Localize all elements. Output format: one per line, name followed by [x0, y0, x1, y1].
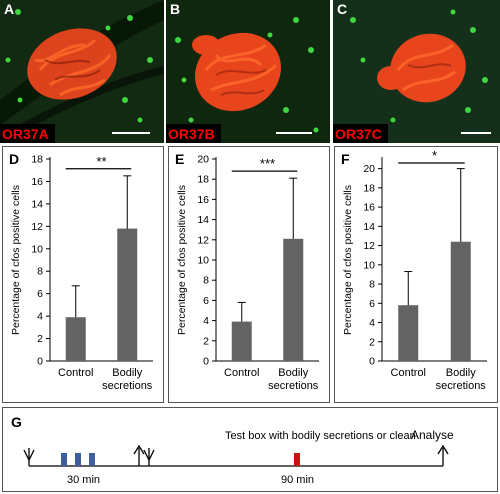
micrograph-label-c: OR37C	[333, 124, 388, 143]
bar-1	[117, 228, 138, 361]
bar-chart-f: Percentage of cfos positive cells 0 2 4 6 8 10…	[342, 148, 487, 392]
panel-letter-f: F	[341, 151, 350, 167]
x-category-label: Control	[224, 367, 259, 379]
panel-letter-e: E	[175, 151, 185, 167]
y-tick-label: 12	[363, 240, 375, 252]
y-tick-label: 16	[197, 194, 209, 206]
scale-bar-a	[112, 132, 150, 134]
y-tick-label: 14	[197, 214, 209, 226]
y-tick-label: 2	[203, 335, 209, 347]
y-tick-label: 14	[31, 198, 43, 210]
timeline-panel: G 30 min 90 min Test box with bodily sec…	[2, 407, 498, 492]
x-category-label: Control	[58, 367, 93, 379]
duration-90min-label: 90 min	[281, 474, 315, 486]
y-tick-label: 2	[37, 333, 43, 345]
analyse-label: Analyse	[411, 428, 454, 442]
x-category-label: Control	[391, 367, 426, 379]
test-box-label: Test box with bodily secretions or clean	[225, 430, 416, 442]
scale-bar-b	[276, 132, 312, 134]
y-tick-label: 0	[369, 356, 375, 368]
y-tick-label: 16	[363, 202, 375, 214]
y-tick-label: 2	[369, 336, 375, 348]
duration-30min-label: 30 min	[67, 474, 101, 486]
y-tick-label: 0	[37, 356, 43, 368]
y-tick-label: 16	[31, 176, 43, 188]
y-tick-label: 20	[363, 163, 375, 175]
micrograph-label-a: OR37A	[0, 124, 55, 143]
y-tick-label: 18	[31, 154, 43, 166]
y-axis-label: Percentage of cfos positive cells	[10, 185, 22, 335]
y-tick-label: 4	[369, 317, 375, 329]
timeline-diagram	[23, 444, 449, 467]
y-tick-label: 4	[37, 311, 43, 323]
analyse-arrow-up-icon	[437, 444, 449, 455]
y-tick-label: 0	[203, 356, 209, 368]
panel-letter-d: D	[9, 151, 20, 167]
micrograph-panel-c: C OR37C	[333, 0, 500, 143]
bar-0	[65, 317, 86, 361]
y-tick-label: 20	[197, 154, 209, 166]
significance-label: **	[96, 154, 106, 169]
y-tick-label: 10	[363, 259, 375, 271]
significance-label: *	[432, 148, 437, 163]
bar-0	[398, 305, 419, 361]
bar-chart-e: Percentage of cfos positive cells 0 2 4 6 8 10…	[176, 154, 319, 392]
y-tick-label: 8	[203, 275, 209, 287]
y-tick-label: 6	[203, 295, 209, 307]
chart-panel-d: Percentage of cfos positive cells 0 2 4 6 8 10…	[2, 146, 164, 403]
bar-1	[450, 241, 471, 361]
x-category-label: Bodily secretions	[436, 367, 487, 392]
y-tick-label: 4	[203, 315, 209, 327]
exposure-block-2	[75, 453, 81, 466]
y-tick-label: 10	[31, 243, 43, 255]
block-end-arrow-up-icon	[133, 444, 145, 455]
micrograph-panel-a: A OR37A	[0, 0, 164, 143]
x-category-label: Bodily secretions	[102, 367, 153, 392]
bar-chart-d: Percentage of cfos positive cells 0 2 4 6 8 10…	[10, 154, 153, 392]
micrograph-panel-b: B OR37B	[166, 0, 330, 143]
micrograph-label-b: OR37B	[166, 124, 221, 143]
start-arrow-down-icon	[23, 449, 35, 462]
bar-0	[231, 321, 252, 361]
bar-1	[283, 238, 304, 361]
y-axis-label: Percentage of cfos positive cells	[176, 185, 188, 335]
micrograph-image-b	[166, 0, 330, 143]
significance-label: ***	[260, 156, 275, 171]
exposure-block-1	[61, 453, 67, 466]
y-axis-label: Percentage of cfos positive cells	[342, 185, 354, 335]
micrograph-image-c	[333, 0, 500, 143]
chart-panel-f: Percentage of cfos positive cells 0 2 4 6 8 10…	[334, 146, 498, 403]
exposure-block-3	[89, 453, 95, 466]
test-exposure-block	[294, 453, 300, 466]
panel-letter-c: C	[337, 1, 348, 17]
y-tick-label: 6	[37, 288, 43, 300]
scale-bar-c	[461, 132, 491, 134]
y-tick-label: 14	[363, 221, 375, 233]
micrograph-image-a	[0, 0, 164, 143]
y-tick-label: 18	[363, 182, 375, 194]
chart-panel-e: Percentage of cfos positive cells 0 2 4 6 8 10…	[168, 146, 330, 403]
panel-letter-g: G	[11, 414, 22, 430]
panel-letter-b: B	[170, 1, 181, 17]
y-tick-label: 12	[197, 234, 209, 246]
y-tick-label: 12	[31, 221, 43, 233]
x-category-label: Bodily secretions	[268, 367, 319, 392]
y-tick-label: 10	[197, 255, 209, 267]
y-tick-label: 8	[37, 266, 43, 278]
panel-letter-a: A	[4, 1, 15, 17]
y-tick-label: 6	[369, 298, 375, 310]
y-tick-label: 8	[369, 279, 375, 291]
y-tick-label: 18	[197, 174, 209, 186]
test-start-arrow-down-icon	[143, 449, 155, 462]
